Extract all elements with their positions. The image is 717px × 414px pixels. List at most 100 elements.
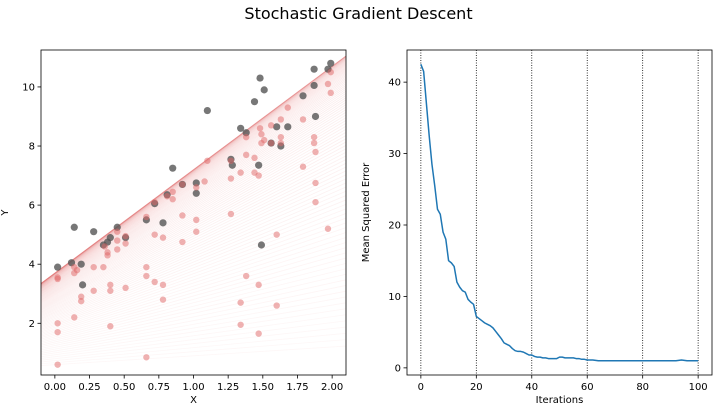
fit-line bbox=[41, 332, 346, 363]
scatter-xtick-label: 2.00 bbox=[321, 382, 343, 393]
mse-ytick-label: 30 bbox=[388, 149, 401, 160]
observed-point bbox=[273, 123, 281, 131]
fit-line bbox=[41, 60, 346, 286]
fit-line bbox=[41, 141, 346, 309]
predicted-point bbox=[90, 263, 97, 271]
predicted-point bbox=[277, 116, 285, 123]
predicted-point bbox=[78, 297, 85, 305]
fit-line bbox=[41, 178, 346, 319]
mse-xtick-label: 0 bbox=[418, 382, 424, 393]
predicted-point bbox=[107, 323, 114, 330]
predicted-point bbox=[143, 263, 150, 271]
predicted-point bbox=[54, 328, 61, 336]
fit-line bbox=[41, 237, 346, 336]
mse-ytick-label: 20 bbox=[388, 221, 401, 232]
predicted-point bbox=[143, 272, 150, 280]
observed-point bbox=[299, 92, 307, 100]
fit-line bbox=[41, 125, 346, 304]
fit-line bbox=[41, 57, 346, 285]
predicted-point bbox=[159, 234, 167, 241]
fit-line bbox=[41, 217, 346, 330]
predicted-point bbox=[122, 232, 129, 240]
fit-line bbox=[41, 296, 346, 353]
fit-line bbox=[41, 104, 346, 298]
scatter-xtick-label: 1.25 bbox=[217, 382, 239, 393]
scatter-ytick-label: 6 bbox=[29, 201, 35, 212]
fit-line bbox=[41, 114, 346, 301]
predicted-point bbox=[101, 243, 108, 250]
mse-line bbox=[420, 64, 699, 362]
observed-point bbox=[250, 98, 259, 106]
fit-line bbox=[41, 55, 346, 284]
fit-line bbox=[41, 55, 346, 284]
fit-line bbox=[41, 208, 346, 328]
fit-line bbox=[41, 55, 346, 284]
predicted-point bbox=[255, 172, 262, 179]
predicted-point bbox=[312, 198, 319, 206]
fit-line bbox=[41, 66, 346, 287]
predicted-point bbox=[299, 116, 307, 123]
predicted-point bbox=[193, 184, 200, 191]
scatter-xtick-label: 1.00 bbox=[182, 382, 204, 393]
predicted-point bbox=[114, 246, 121, 253]
predicted-point bbox=[273, 302, 280, 309]
mse-ylabel: Mean Squared Error bbox=[361, 162, 372, 262]
observed-point bbox=[257, 241, 266, 249]
fit-line bbox=[41, 257, 346, 342]
mse-ytick-label: 0 bbox=[395, 363, 401, 374]
fit-line bbox=[41, 64, 346, 287]
predicted-point bbox=[151, 278, 158, 286]
fit-line bbox=[41, 56, 346, 285]
mse-xtick-label: 20 bbox=[470, 382, 483, 393]
fit-line bbox=[41, 65, 346, 287]
fit-line bbox=[41, 279, 346, 348]
fit-line bbox=[41, 290, 346, 351]
predicted-point bbox=[114, 237, 121, 244]
observed-point bbox=[203, 106, 211, 115]
fit-line bbox=[41, 58, 346, 285]
observed-point bbox=[260, 86, 268, 94]
predicted-point bbox=[273, 231, 280, 238]
predicted-point bbox=[227, 157, 235, 164]
fit-line bbox=[41, 285, 346, 349]
fit-line bbox=[41, 339, 346, 365]
fit-line bbox=[41, 56, 346, 284]
fit-line bbox=[41, 55, 346, 284]
predicted-point bbox=[179, 238, 186, 246]
predicted-point bbox=[54, 361, 61, 368]
fit-line bbox=[41, 86, 346, 293]
predicted-point bbox=[242, 151, 250, 159]
fit-line bbox=[41, 55, 346, 284]
fit-line bbox=[41, 213, 346, 329]
fit-line bbox=[41, 227, 346, 333]
predicted-point bbox=[169, 188, 176, 196]
fit-line bbox=[41, 320, 346, 359]
predicted-point bbox=[179, 212, 186, 219]
predicted-point bbox=[78, 293, 85, 300]
observed-point bbox=[284, 123, 292, 131]
fit-line bbox=[41, 138, 346, 308]
scatter-xtick-label: 0.50 bbox=[113, 382, 135, 393]
predicted-point bbox=[267, 122, 275, 129]
predicted-point bbox=[151, 231, 158, 238]
scatter-xtick-label: 1.75 bbox=[286, 382, 308, 393]
mse-ytick-label: 40 bbox=[388, 78, 401, 89]
observed-point bbox=[54, 263, 62, 271]
fit-line bbox=[41, 268, 346, 345]
predicted-point bbox=[193, 216, 200, 224]
predicted-point bbox=[227, 210, 235, 218]
predicted-point bbox=[237, 299, 244, 306]
fit-line bbox=[41, 199, 346, 325]
observed-point bbox=[77, 260, 85, 268]
predicted-point bbox=[327, 89, 334, 97]
fit-line bbox=[41, 345, 346, 366]
scatter-ytick-label: 10 bbox=[22, 82, 35, 93]
predicted-point bbox=[237, 321, 244, 328]
predicted-point bbox=[179, 181, 186, 188]
predicted-point bbox=[327, 68, 334, 76]
predicted-point bbox=[227, 175, 235, 182]
fit-line bbox=[41, 61, 346, 286]
fit-line bbox=[41, 68, 346, 288]
